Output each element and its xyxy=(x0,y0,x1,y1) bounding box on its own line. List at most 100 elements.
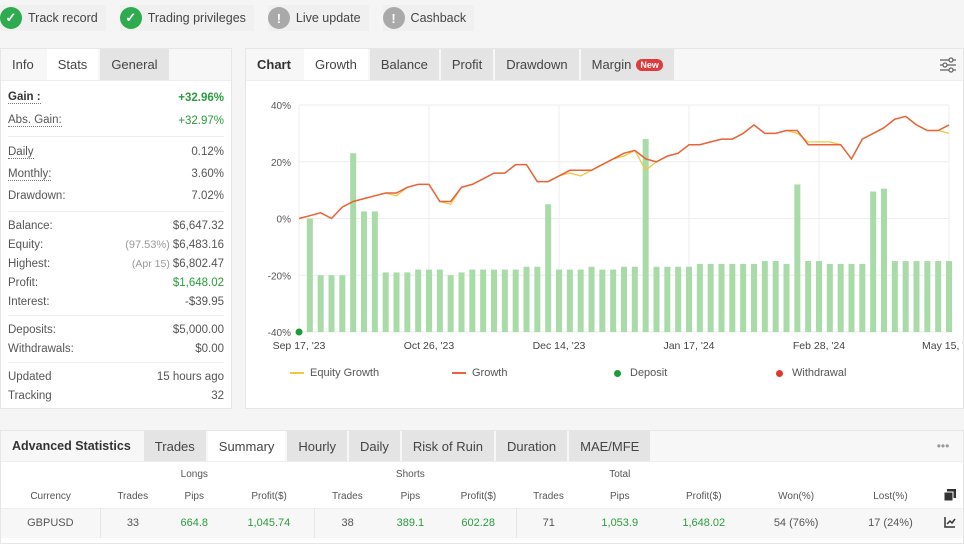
badge-cashback[interactable]: ! Cashback xyxy=(382,5,475,31)
tab-general[interactable]: General xyxy=(100,49,169,80)
copy-icon[interactable] xyxy=(938,486,963,508)
withdrawals-label: Withdrawals: xyxy=(8,342,74,355)
status-badges: ✓ Track record ✓ Trading privileges ! Live … xyxy=(0,0,475,36)
info-tabs: Info Stats General xyxy=(1,49,231,81)
drawdown-value: 7.02% xyxy=(191,190,224,202)
badge-live-update[interactable]: ! Live update xyxy=(267,5,369,31)
tab-balance[interactable]: Balance xyxy=(369,49,439,80)
group-longs: Longs xyxy=(180,468,208,480)
updated-label: Updated xyxy=(8,370,52,383)
bar xyxy=(491,269,497,332)
bar xyxy=(523,266,530,332)
bar xyxy=(761,261,768,332)
bar xyxy=(664,266,671,332)
more-icon[interactable]: ••• xyxy=(936,439,950,453)
chart-settings-icon[interactable] xyxy=(933,49,963,80)
bar xyxy=(935,261,942,332)
col-total-profit[interactable]: Profit($) xyxy=(685,491,722,503)
col-shorts-profit[interactable]: Profit($) xyxy=(460,491,497,503)
growth-line xyxy=(298,115,950,220)
bar xyxy=(393,272,400,332)
tab-mae-mfe[interactable]: MAE/MFE xyxy=(569,431,651,461)
cell: 389.1 xyxy=(396,517,425,530)
tab-risk-of-ruin[interactable]: Risk of Ruin xyxy=(401,431,494,461)
legend-growth[interactable]: Growth xyxy=(452,367,614,379)
bar xyxy=(870,191,877,332)
tracking-value: 32 xyxy=(211,389,224,402)
bar xyxy=(534,266,541,332)
bar xyxy=(859,263,866,332)
group-shorts: Shorts xyxy=(395,468,425,480)
x-tick-label: Sep 17, '23 xyxy=(273,340,326,352)
table-row: GBPUSD 33 664.8 1,045.74 38 389.1 602.28… xyxy=(1,508,963,538)
legend-equity-growth[interactable]: Equity Growth xyxy=(290,367,452,379)
bar xyxy=(317,275,324,332)
bar xyxy=(783,263,790,332)
bar xyxy=(621,266,627,332)
equity-label: Equity: xyxy=(8,238,44,251)
info-panel: Info Stats General Gain : +32.96% Abs. Ga… xyxy=(0,48,232,409)
gain-value: +32.96% xyxy=(178,91,224,104)
col-total-trades[interactable]: Trades xyxy=(533,491,564,503)
bar xyxy=(837,263,844,332)
col-longs-trades[interactable]: Trades xyxy=(117,491,149,503)
col-shorts-trades[interactable]: Trades xyxy=(331,491,363,503)
badge-trading-privileges[interactable]: ✓ Trading privileges xyxy=(119,5,254,31)
bar xyxy=(566,269,573,332)
badge-track-record[interactable]: ✓ Track record xyxy=(0,5,106,31)
tab-stats[interactable]: Stats xyxy=(46,49,99,80)
x-tick-label: Feb 28, '24 xyxy=(793,340,845,352)
bar xyxy=(631,266,638,332)
col-longs-profit[interactable]: Profit($) xyxy=(251,491,287,503)
tracking-label: Tracking xyxy=(8,389,52,402)
bar xyxy=(480,269,487,332)
tab-trades[interactable]: Trades xyxy=(143,431,206,461)
bar xyxy=(361,211,367,332)
bar xyxy=(707,263,714,332)
equity-pct: (97.53%) xyxy=(125,238,170,251)
col-won[interactable]: Won(%) xyxy=(778,491,815,503)
bar xyxy=(458,272,465,332)
cell: 33 xyxy=(126,517,140,530)
check-icon: ✓ xyxy=(119,7,142,29)
interest-value: -$39.95 xyxy=(184,295,224,308)
tab-profit[interactable]: Profit xyxy=(440,49,494,80)
tab-duration[interactable]: Duration xyxy=(495,431,568,461)
tab-info[interactable]: Info xyxy=(12,57,34,72)
highest-value: $6,802.47 xyxy=(172,257,224,270)
x-tick-label: Jan 17, '24 xyxy=(663,340,714,352)
gain-label: Gain : xyxy=(8,91,41,104)
bar xyxy=(946,261,952,332)
tab-daily[interactable]: Daily xyxy=(348,431,400,461)
chart-legend: Equity Growth Growth Deposit Withdrawal xyxy=(290,367,938,379)
tab-drawdown[interactable]: Drawdown xyxy=(495,49,579,80)
bar xyxy=(545,204,552,332)
bar xyxy=(740,263,747,332)
chart-icon[interactable] xyxy=(938,508,963,538)
legend-deposit[interactable]: Deposit xyxy=(614,367,776,379)
col-currency[interactable]: Currency xyxy=(30,491,71,503)
col-lost[interactable]: Lost(%) xyxy=(873,491,908,503)
equity-value: $6,483.16 xyxy=(172,238,224,251)
tab-margin[interactable]: Margin New xyxy=(580,49,674,80)
equity-growth-line xyxy=(298,115,950,220)
col-longs-pips[interactable]: Pips xyxy=(184,491,204,503)
cell: 17 (24%) xyxy=(868,517,913,530)
bar xyxy=(328,275,335,332)
growth-chart: 40% 20% 0% -20% -40%Sep 17, '23 Oct 26, '23 De… xyxy=(268,101,963,352)
monthly-label: Monthly: xyxy=(8,167,52,181)
tab-growth[interactable]: Growth xyxy=(303,49,368,80)
bar xyxy=(686,266,692,332)
exclamation-icon: ! xyxy=(267,7,290,29)
bar xyxy=(675,266,682,332)
bar xyxy=(382,272,389,332)
legend-withdrawal[interactable]: Withdrawal xyxy=(776,367,938,379)
interest-label: Interest: xyxy=(8,295,50,308)
tab-hourly[interactable]: Hourly xyxy=(287,431,347,461)
col-total-pips[interactable]: Pips xyxy=(610,491,630,503)
deposits-value: $5,000.00 xyxy=(172,323,224,336)
y-tick-label: -20% xyxy=(268,271,291,282)
col-shorts-pips[interactable]: Pips xyxy=(400,491,421,503)
tab-summary[interactable]: Summary xyxy=(207,431,286,461)
cell-currency: GBPUSD xyxy=(1,508,101,538)
